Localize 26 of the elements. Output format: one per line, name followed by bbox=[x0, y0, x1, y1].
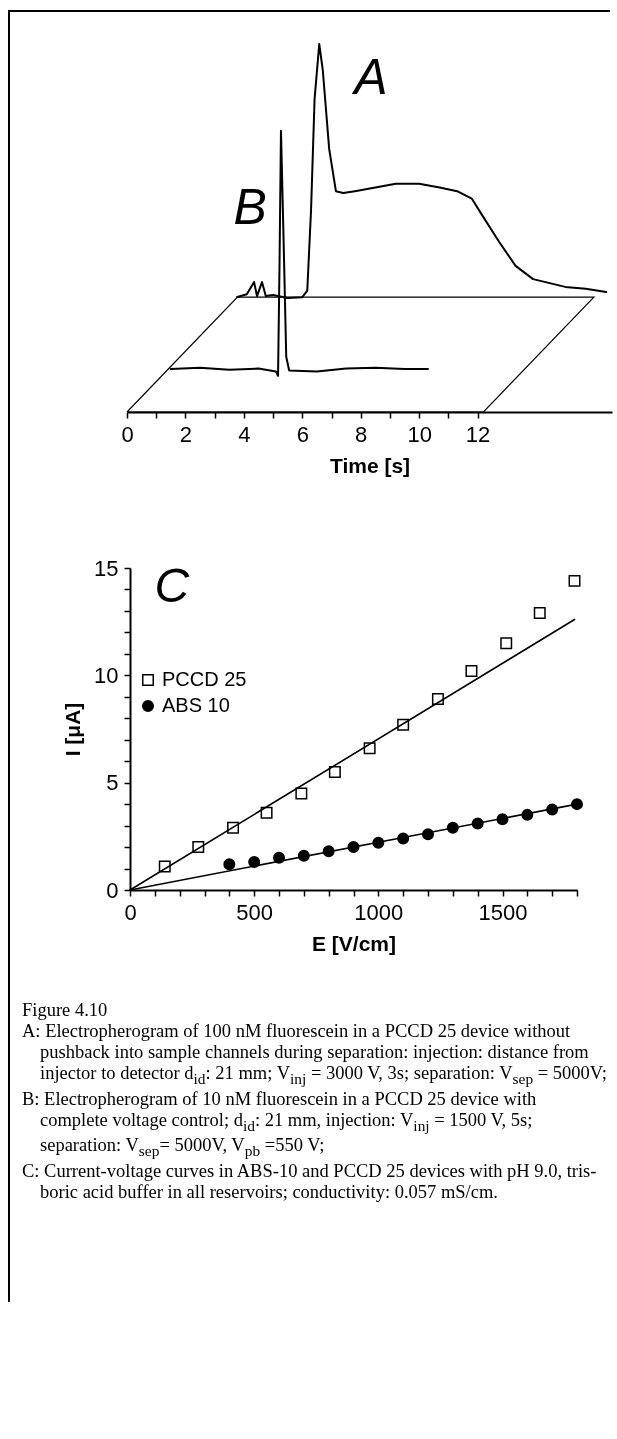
text: C: Current-voltage curves in ABS-10 and PCCD 25 devices with pH 9.0, tris-boric acid buffer in all reservoirs; conductivity: 0.057 mS/cm. bbox=[22, 1161, 598, 1204]
y-tick-label: 0 bbox=[106, 877, 119, 903]
series-label: A bbox=[351, 49, 388, 105]
x-tick-label: 500 bbox=[236, 899, 274, 925]
x-tick-label: 1500 bbox=[478, 899, 528, 925]
y-tick-label: 5 bbox=[106, 770, 119, 796]
text: B: Electropherogram of 10 nM fluorescein in a PCCD 25 device with complete voltage control; d$_{id}$: 21 mm, injection: V$_{inj}$ = 1500 V, 5s; separation: V$_{sep}$= 5000V, V$_{pb}$ =550 V; bbox=[22, 1088, 537, 1160]
legend-label: PCCD 25 bbox=[162, 668, 247, 690]
x-tick-label: 2 bbox=[179, 421, 193, 447]
x-tick-label: 4 bbox=[238, 421, 251, 447]
caption: Figure 4.10 bbox=[22, 1000, 109, 1021]
text: A: Electropherogram of 100 nM fluorescein in a PCCD 25 device without pushback into sample channels during separation: injection: distance from injector to detector d$_{id}$: 21 mm; V$_{inj}$ = 3000 V, 3s; separation: V$_{sep}$ = 5000V; bbox=[22, 1021, 607, 1087]
y-tick-label: 10 bbox=[94, 662, 119, 688]
x-tick-label: 12 bbox=[465, 421, 491, 447]
y-tick-label: 15 bbox=[94, 555, 119, 581]
series-label: B bbox=[233, 178, 267, 235]
y-axis-title: I [μA] bbox=[61, 702, 85, 757]
x-tick-label: 8 bbox=[355, 421, 368, 447]
chart-title: C bbox=[154, 559, 190, 612]
x-tick-label: 6 bbox=[296, 421, 309, 447]
x-axis-title: Time [s] bbox=[329, 453, 411, 477]
x-tick-label: 0 bbox=[124, 899, 137, 925]
x-tick-label: 10 bbox=[407, 421, 432, 447]
x-tick-label: 1000 bbox=[354, 899, 404, 925]
legend-label: ABS 10 bbox=[162, 694, 230, 716]
x-axis-title: E [V/cm] bbox=[311, 931, 397, 955]
